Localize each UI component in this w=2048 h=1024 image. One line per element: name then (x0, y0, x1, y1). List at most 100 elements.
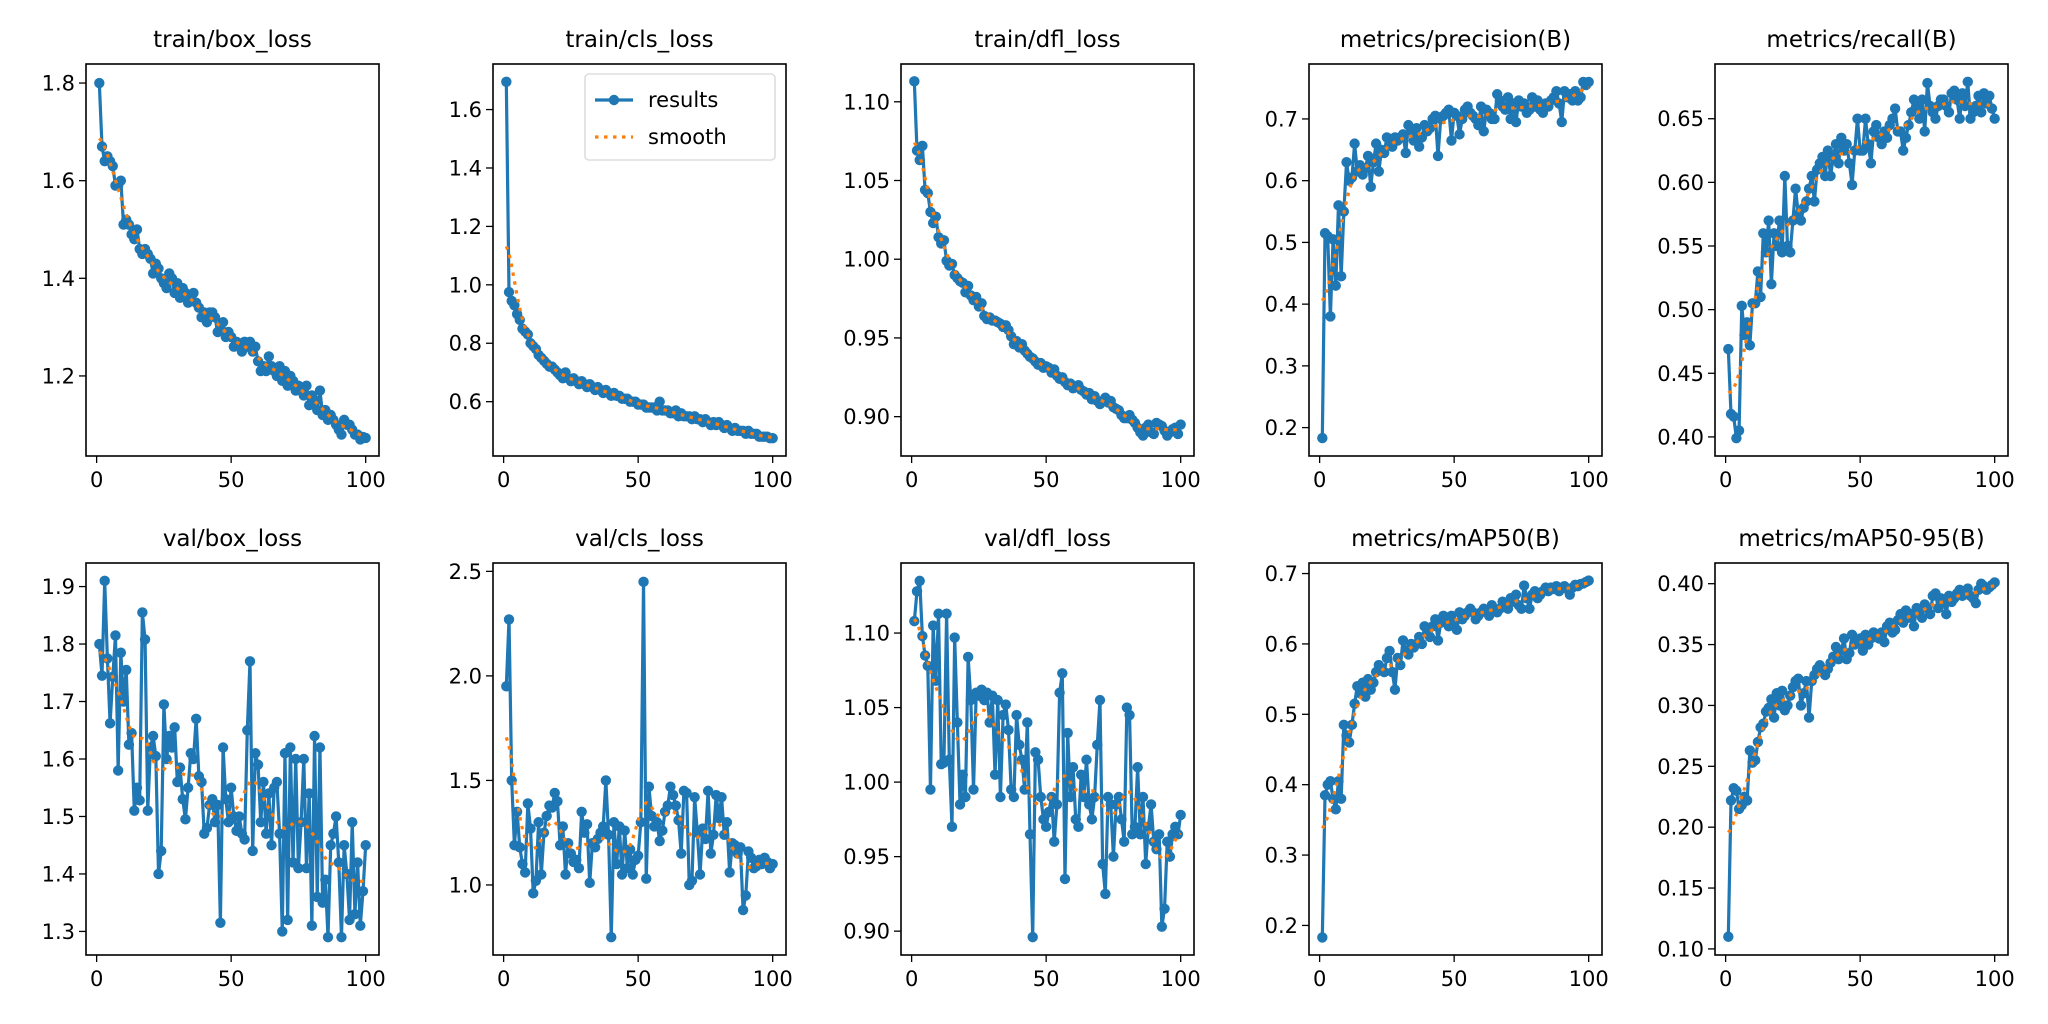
results-point (352, 857, 363, 868)
y-tick-label: 1.00 (843, 771, 890, 795)
y-tick-label: 0.5 (1265, 231, 1298, 255)
results-point (220, 794, 231, 805)
results-point (1148, 428, 1159, 440)
subplot-title: metrics/mAP50(B) (1351, 526, 1560, 552)
results-point (1970, 597, 1982, 609)
results-point (1989, 113, 2000, 124)
results-point (1384, 645, 1395, 657)
results-point (1898, 145, 1909, 156)
y-tick-label: 1.0 (449, 873, 482, 897)
y-tick-label: 0.4 (1265, 293, 1298, 317)
plot-area (909, 76, 1186, 441)
smooth-line (1727, 99, 1995, 395)
results-point (519, 867, 531, 878)
smooth-line (98, 650, 366, 884)
results-point (1803, 712, 1815, 723)
results-point (137, 607, 148, 618)
results-point (1003, 724, 1014, 736)
results-point (925, 784, 936, 795)
results-point (1424, 631, 1436, 643)
results-point (503, 286, 515, 298)
results-point (694, 869, 706, 880)
results-point (234, 811, 245, 822)
results-point (673, 814, 684, 826)
results-point (1752, 266, 1764, 277)
results-point (624, 844, 636, 855)
results-point (201, 317, 213, 328)
subplot-title: metrics/mAP50-95(B) (1738, 526, 1984, 552)
results-point (984, 717, 995, 728)
results-point (1924, 608, 1936, 620)
results-point (600, 775, 612, 786)
x-tick-label: 100 (346, 468, 386, 492)
results-point (266, 840, 277, 851)
results-point (1949, 85, 1960, 96)
results-point (1930, 113, 1941, 124)
results-point (271, 776, 283, 788)
y-tick-label: 1.6 (42, 748, 75, 772)
x-tick-label: 100 (1975, 468, 2015, 492)
results-point (1116, 814, 1127, 825)
results-point (1825, 170, 1836, 182)
results-point (121, 664, 132, 676)
results-point (174, 762, 186, 773)
results-point (129, 805, 140, 816)
subplot-title: val/box_loss (163, 526, 302, 552)
subplot-metrics-precision-b: metrics/precision(B) 0 50 100 0.2 0.3 0.4 0.5 0.… (1265, 27, 1609, 492)
results-point (1338, 719, 1350, 731)
results-point (651, 817, 663, 828)
results-point (355, 920, 366, 931)
results-point (989, 769, 1001, 780)
results-point (1766, 278, 1777, 290)
results-point (1089, 791, 1100, 803)
results-point (1478, 126, 1489, 137)
results-point (1389, 684, 1401, 695)
results-point (740, 890, 751, 901)
results-point (1763, 215, 1774, 226)
results-point (1078, 791, 1090, 803)
y-tick-label: 1.5 (42, 805, 75, 829)
results-point (1556, 116, 1567, 128)
results-point (944, 754, 955, 765)
results-point (1024, 829, 1036, 840)
results-point (1014, 739, 1025, 751)
results-point (115, 175, 127, 186)
results-point (1454, 129, 1465, 140)
results-point (328, 828, 339, 839)
results-point (611, 858, 622, 870)
x-tick-label: 0 (905, 967, 918, 991)
y-tick-label: 1.05 (843, 696, 890, 720)
results-point (1451, 624, 1463, 636)
subplot-metrics-map50-95-b: metrics/mAP50-95(B) 0 50 100 0.10 0.15 0.20 0.2… (1657, 526, 2014, 991)
results-point (322, 931, 334, 943)
results-point (336, 429, 347, 440)
results-point (1344, 737, 1355, 748)
results-point (1129, 821, 1141, 833)
results-point (172, 776, 183, 788)
results-point (517, 858, 528, 870)
results-point (161, 753, 172, 765)
results-point (686, 875, 698, 886)
results-point (1094, 694, 1106, 706)
plot-area (1723, 577, 2000, 942)
results-point (968, 784, 979, 795)
results-point (1335, 271, 1347, 282)
results-point (1919, 126, 1930, 137)
x-tick-label: 50 (625, 468, 652, 492)
y-tick-label: 0.90 (843, 405, 890, 429)
y-tick-label: 1.4 (42, 267, 75, 291)
x-tick-label: 50 (1441, 468, 1468, 492)
x-tick-label: 50 (625, 967, 652, 991)
results-point (1067, 761, 1079, 773)
results-point (282, 914, 293, 926)
results-point (338, 840, 350, 851)
results-point (917, 140, 928, 152)
results-point (957, 769, 968, 780)
results-point (1838, 633, 1850, 644)
results-point (1175, 809, 1186, 821)
results-point (110, 630, 121, 641)
results-point (522, 798, 534, 809)
results-line (1726, 80, 1997, 440)
results-point (314, 385, 326, 396)
y-tick-label: 0.3 (1265, 844, 1298, 868)
